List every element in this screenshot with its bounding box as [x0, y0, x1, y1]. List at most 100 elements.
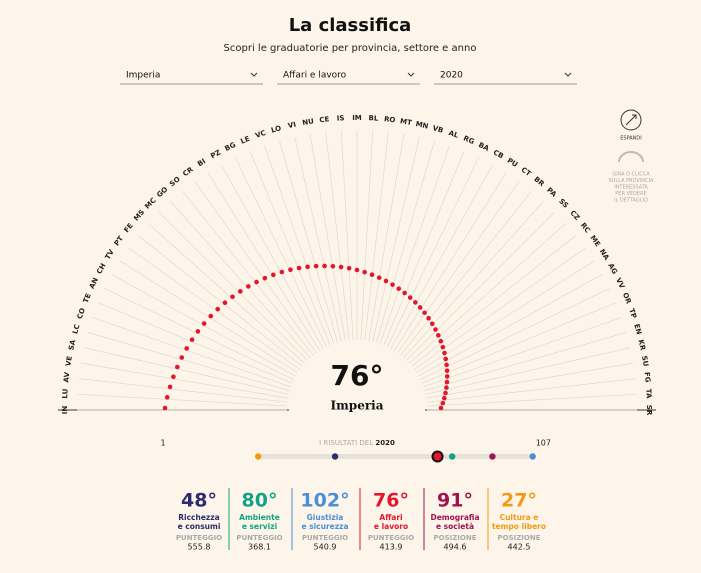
- province-label[interactable]: MS: [132, 208, 146, 222]
- province-label[interactable]: BA: [477, 141, 491, 153]
- slider-marker[interactable]: [331, 453, 339, 460]
- spoke: [87, 332, 290, 391]
- province-label[interactable]: IM: [352, 114, 362, 122]
- province-label[interactable]: BL: [368, 114, 379, 123]
- province-label[interactable]: VE: [64, 355, 74, 367]
- province-label[interactable]: TV: [104, 248, 117, 261]
- province-label[interactable]: MN: [415, 120, 429, 131]
- spoke: [170, 200, 311, 359]
- province-label[interactable]: CB: [492, 148, 505, 160]
- province-label[interactable]: AV: [62, 371, 71, 383]
- province-label[interactable]: SS: [557, 197, 570, 210]
- province-label[interactable]: FG: [643, 372, 652, 384]
- province-label[interactable]: NA: [598, 248, 611, 262]
- province-label[interactable]: PT: [113, 234, 125, 247]
- spoke: [264, 145, 335, 345]
- spoke: [424, 332, 627, 391]
- province-label[interactable]: AN: [88, 276, 100, 290]
- province-label[interactable]: CE: [319, 115, 330, 124]
- province-label[interactable]: PA: [545, 186, 558, 199]
- province-label[interactable]: LE: [239, 135, 251, 146]
- slider-marker[interactable]: [431, 450, 444, 463]
- province-label[interactable]: IN: [61, 406, 69, 415]
- province-label[interactable]: CZ: [568, 209, 581, 222]
- province-label[interactable]: TA: [644, 389, 653, 400]
- province-label[interactable]: SU: [640, 355, 650, 367]
- province-label[interactable]: AG: [606, 262, 619, 276]
- province-label[interactable]: LO: [270, 124, 282, 135]
- spoke: [194, 181, 317, 354]
- province-label[interactable]: SR: [645, 405, 653, 416]
- spoke: [403, 200, 544, 359]
- province-label[interactable]: CH: [95, 262, 107, 276]
- dropdown-value: Affari e lavoro: [283, 71, 347, 81]
- hint-text: PER VEDERE: [615, 191, 646, 197]
- province-label[interactable]: CR: [181, 165, 195, 178]
- slider-marker[interactable]: [489, 453, 496, 460]
- province-label[interactable]: BR: [532, 175, 546, 188]
- card-name: tempo libero: [492, 522, 546, 531]
- province-label[interactable]: BI: [196, 157, 207, 168]
- dropdown[interactable]: 2020: [434, 71, 577, 85]
- rank-dot: [444, 379, 450, 385]
- dropdown[interactable]: Affari e lavoro: [277, 71, 420, 85]
- province-label[interactable]: RC: [579, 221, 592, 234]
- province-label[interactable]: VC: [254, 129, 267, 140]
- province-label[interactable]: IS: [337, 114, 345, 122]
- expand-label: ESPANDI: [620, 136, 642, 142]
- province-label[interactable]: BG: [224, 141, 238, 153]
- spoke: [77, 393, 288, 407]
- province-label[interactable]: ME: [588, 234, 601, 248]
- province-label[interactable]: LU: [61, 388, 70, 399]
- dropdown[interactable]: Imperia: [120, 71, 263, 85]
- expand-button[interactable]: ESPANDI: [620, 109, 642, 142]
- province-label[interactable]: PU: [506, 156, 520, 169]
- province-label[interactable]: VV: [614, 277, 626, 291]
- province-label[interactable]: OR: [621, 291, 633, 305]
- spoke: [207, 172, 321, 351]
- province-label[interactable]: TE: [82, 292, 93, 304]
- province-label[interactable]: SA: [67, 338, 77, 351]
- spoke: [98, 302, 293, 384]
- province-label[interactable]: NU: [302, 117, 315, 127]
- card-name: Ricchezza: [178, 513, 219, 522]
- spoke: [78, 378, 288, 403]
- title: La classifica: [289, 15, 412, 36]
- spoke: [411, 235, 577, 367]
- spoke: [408, 223, 567, 364]
- province-label[interactable]: LC: [71, 323, 81, 334]
- province-label[interactable]: VB: [432, 124, 445, 135]
- province-label[interactable]: EN: [632, 323, 643, 336]
- province-label[interactable]: SO: [168, 175, 182, 188]
- slider-marker[interactable]: [254, 453, 262, 460]
- card-score: 555.8: [188, 543, 211, 552]
- province-label[interactable]: MT: [399, 117, 412, 127]
- province-label[interactable]: CT: [520, 166, 533, 178]
- card-score: 413.9: [380, 543, 403, 552]
- spoke: [294, 136, 342, 342]
- province-label[interactable]: FE: [123, 222, 135, 235]
- province-label[interactable]: RO: [384, 115, 396, 124]
- slider-marker[interactable]: [448, 453, 456, 460]
- rank-dot: [396, 286, 402, 291]
- province-label[interactable]: KR: [637, 339, 647, 352]
- rank-dot: [413, 300, 418, 305]
- province-label[interactable]: MC: [143, 196, 157, 210]
- province-label[interactable]: VI: [287, 121, 297, 131]
- province-label[interactable]: CO: [76, 307, 87, 320]
- province-label[interactable]: TP: [627, 308, 638, 320]
- province-label[interactable]: AL: [447, 129, 459, 140]
- province-label[interactable]: GO: [155, 185, 169, 199]
- rank-dot: [179, 355, 185, 360]
- hint-text: SULLA PROVINCIA: [609, 178, 654, 184]
- spoke: [426, 378, 636, 403]
- province-label[interactable]: PZ: [209, 148, 222, 160]
- province-label[interactable]: RG: [462, 134, 476, 146]
- slider-marker[interactable]: [529, 453, 536, 460]
